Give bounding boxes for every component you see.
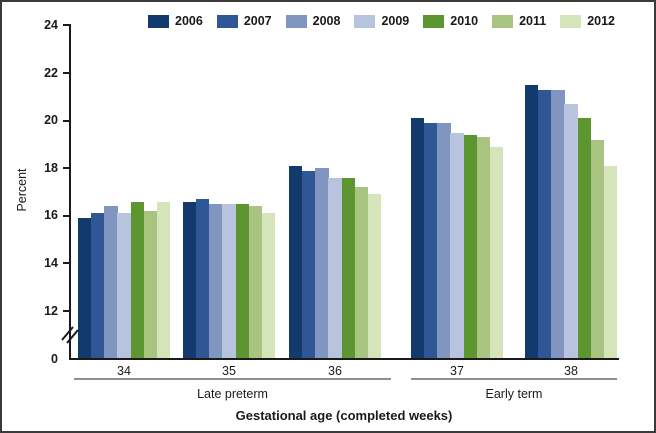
- early-term-underline: [411, 378, 617, 380]
- bar-2011-34: [143, 211, 158, 358]
- x-category-label-37: 37: [450, 364, 464, 378]
- bar-2012-38: [603, 165, 618, 358]
- bar-2012-34: [156, 201, 171, 358]
- bar-2012-37: [489, 146, 504, 358]
- bar-2008-38: [551, 89, 565, 358]
- legend-swatch-2010: [423, 14, 445, 28]
- bar-2006-37: [411, 118, 425, 358]
- legend-label: 2006: [175, 14, 203, 28]
- bar-2006-36: [289, 165, 303, 358]
- bar-2007-38: [538, 89, 552, 358]
- x-axis-title: Gestational age (completed weeks): [235, 408, 453, 423]
- bar-2006-34: [78, 218, 92, 358]
- bar-2008-37: [437, 122, 451, 358]
- bar-2006-38: [525, 84, 539, 358]
- bar-2010-37: [463, 134, 477, 358]
- bar-2009-34: [117, 213, 131, 358]
- y-tick-mark-18: [63, 167, 70, 170]
- y-tick-label-0: 0: [51, 351, 58, 366]
- y-tick-mark-12: [63, 310, 70, 312]
- legend-item-2008: 2008: [285, 14, 341, 28]
- legend-label: 2007: [243, 14, 272, 28]
- bar-2009-38: [564, 103, 578, 358]
- legend-swatch-2007: [216, 14, 238, 28]
- bar-2007-35: [196, 199, 210, 358]
- legend-item-2012: 2012: [560, 14, 615, 28]
- x-category-label-36: 36: [328, 364, 342, 378]
- bar-2007-36: [302, 170, 316, 358]
- y-tick-mark-14: [63, 262, 70, 265]
- legend-label: 2011: [519, 14, 547, 28]
- y-tick-label-24: 24: [44, 17, 58, 32]
- legend-item-2011: 2011: [492, 14, 546, 28]
- bar-2009-35: [222, 203, 236, 358]
- legend-label: 2008: [312, 14, 341, 28]
- x-category-label-34: 34: [117, 364, 131, 378]
- bar-2009-36: [328, 177, 342, 358]
- late-preterm-underline: [74, 378, 391, 380]
- bar-2011-38: [590, 139, 605, 358]
- bar-2010-35: [235, 203, 249, 358]
- bar-2006-35: [183, 201, 197, 358]
- legend-label: 2009: [381, 14, 410, 28]
- bar-2009-37: [450, 132, 464, 358]
- legend-swatch-2006: [148, 14, 169, 28]
- y-axis-line: [69, 24, 71, 360]
- bar-2008-34: [104, 206, 118, 358]
- bar-2012-35: [261, 213, 276, 358]
- legend-swatch-2011: [492, 14, 514, 28]
- bar-2008-36: [315, 168, 329, 358]
- bar-2011-36: [354, 187, 369, 358]
- bar-2007-37: [424, 122, 438, 358]
- x-axis-baseline: [69, 358, 619, 360]
- bar-2011-35: [248, 206, 263, 358]
- bar-2012-36: [367, 194, 382, 358]
- legend-swatch-2008: [285, 14, 307, 28]
- group-label-late-preterm: Late preterm: [197, 387, 268, 401]
- legend-label: 2012: [587, 14, 615, 28]
- y-tick-mark-16: [63, 214, 70, 217]
- bar-2010-34: [130, 201, 144, 358]
- y-tick-label-18: 18: [44, 160, 58, 175]
- legend-item-2009: 2009: [354, 14, 409, 28]
- y-tick-label-22: 22: [44, 65, 58, 80]
- group-label-early-term: Early term: [485, 387, 543, 401]
- y-axis-title: Percent: [15, 168, 29, 212]
- y-tick-mark-24: [63, 24, 70, 27]
- legend-item-2007: 2007: [216, 14, 272, 28]
- legend-swatch-2009: [354, 14, 376, 28]
- y-tick-mark-20: [63, 119, 70, 122]
- x-category-label-35: 35: [222, 364, 236, 378]
- y-tick-mark-22: [63, 72, 70, 74]
- legend-swatch-2012: [560, 14, 582, 28]
- y-tick-label-16: 16: [44, 208, 58, 223]
- bar-2010-38: [577, 118, 591, 358]
- bar-2008-35: [209, 203, 223, 358]
- bar-2011-37: [476, 137, 491, 358]
- bar-2007-34: [91, 213, 105, 358]
- y-tick-label-14: 14: [44, 255, 58, 270]
- y-tick-label-20: 20: [44, 113, 58, 128]
- legend-item-2006: 2006: [148, 14, 203, 28]
- axis-break-icon: [61, 326, 79, 344]
- legend-label: 2010: [450, 14, 479, 28]
- legend-item-2010: 2010: [423, 14, 478, 28]
- x-category-label-38: 38: [564, 364, 578, 378]
- bar-2010-36: [341, 177, 355, 358]
- legend: 2006 2007 2008 2009 2010 2011 2012: [148, 14, 615, 28]
- y-tick-label-12: 12: [44, 303, 58, 318]
